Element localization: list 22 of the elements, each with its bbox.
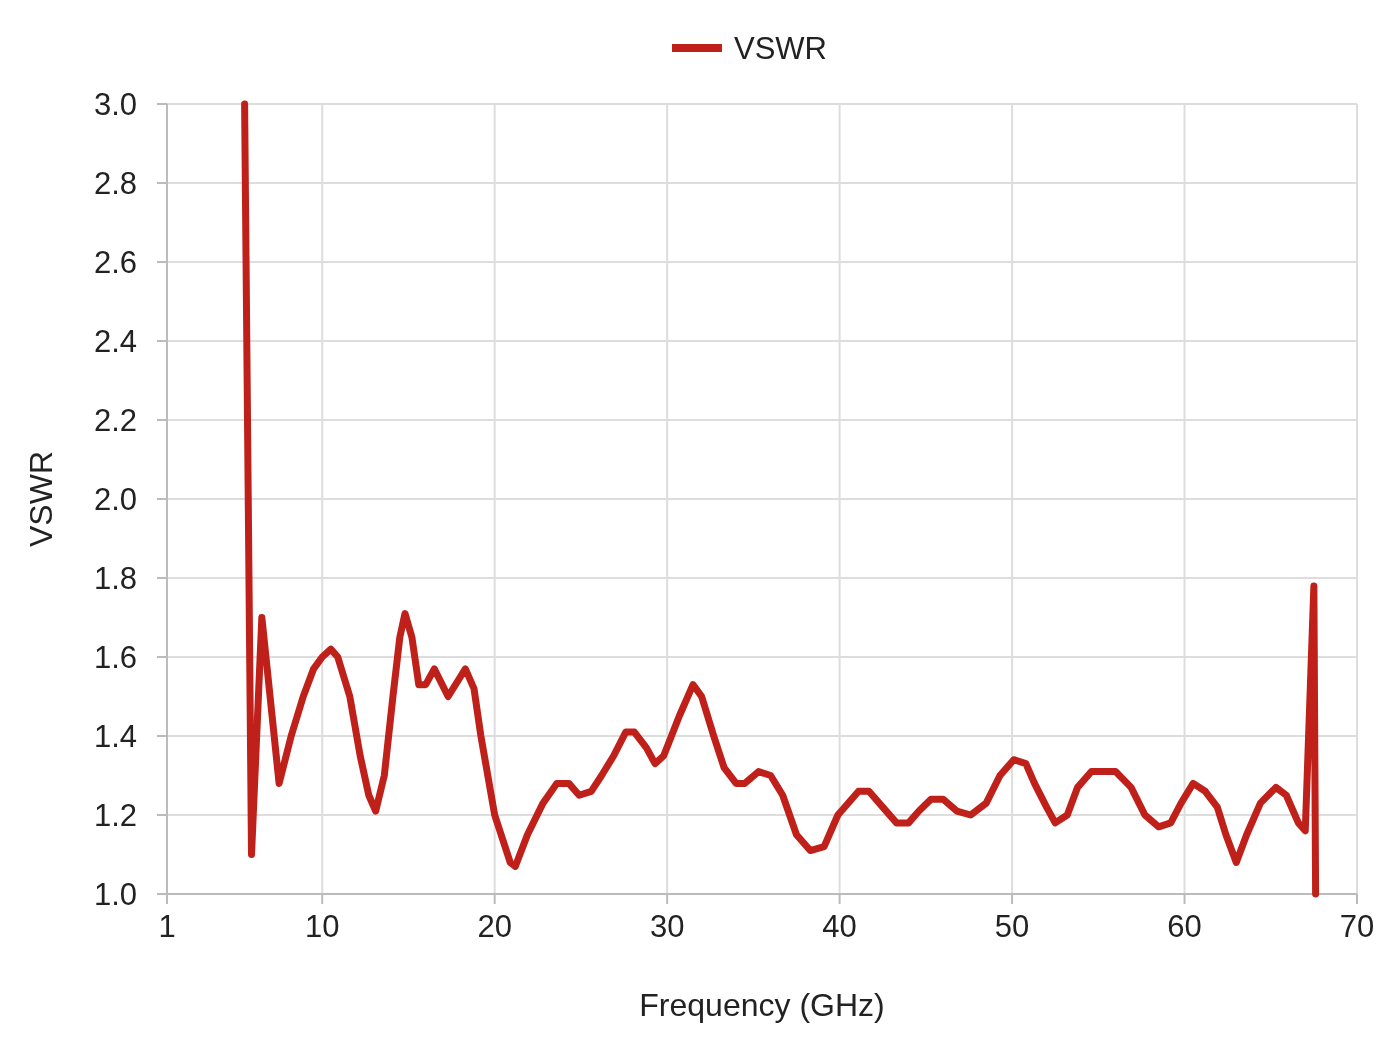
x-axis-title: Frequency (GHz): [639, 987, 885, 1023]
y-tick-label: 1.2: [93, 798, 137, 833]
x-tick-label: 20: [477, 909, 512, 944]
y-axis-title: VSWR: [23, 451, 59, 547]
y-tick-label: 2.8: [93, 166, 137, 201]
y-tick-label: 1.0: [93, 877, 137, 912]
x-tick-label: 30: [649, 909, 685, 944]
x-tick-label: 10: [304, 909, 340, 944]
x-tick-label: 50: [994, 909, 1030, 944]
y-tick-label: 1.6: [93, 640, 137, 675]
y-tick-label: 1.8: [93, 561, 137, 596]
y-tick-label: 2.4: [93, 324, 137, 359]
x-tick-label: 60: [1167, 909, 1202, 944]
y-tick-label: 2.0: [93, 482, 137, 517]
y-tick-label: 2.6: [93, 245, 137, 280]
y-tick-label: 3.0: [93, 87, 137, 122]
x-tick-label: 70: [1339, 909, 1375, 944]
y-tick-label: 2.2: [93, 403, 137, 438]
x-tick-label: 1: [158, 909, 176, 944]
legend-label: VSWR: [734, 31, 827, 66]
y-tick-label: 1.4: [93, 719, 137, 754]
x-tick-label: 40: [822, 909, 857, 944]
